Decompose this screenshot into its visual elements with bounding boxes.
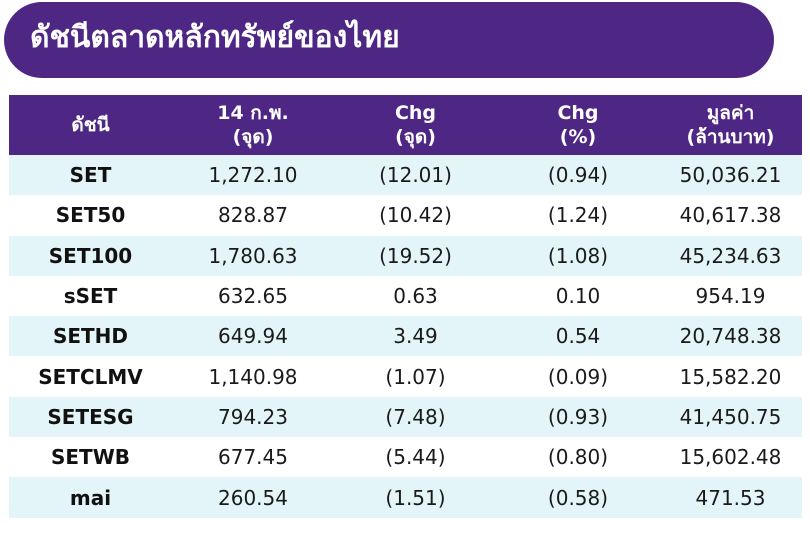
chg-points-cell: (12.01) (379, 163, 452, 188)
chg-points-cell: 3.49 (393, 324, 438, 349)
close-cell: 677.45 (218, 445, 288, 470)
header-chg-percent: Chg (%) (557, 102, 599, 148)
value-cell: 15,602.48 (679, 445, 782, 470)
chg-points-cell: (10.42) (379, 203, 452, 228)
close-cell: 632.65 (218, 284, 288, 309)
index-name-cell: SETHD (52, 324, 129, 349)
close-cell: 1,272.10 (208, 163, 298, 188)
table-row: SETWB 677.45 (5.44) (0.80) 15,602.48 (9, 437, 802, 478)
chg-points-cell: (1.07) (385, 364, 446, 389)
table-row: mai 260.54 (1.51) (0.58) 471.53 (9, 477, 802, 518)
index-name-cell: SET50 (55, 203, 126, 228)
header-chg-points: Chg (จุด) (394, 102, 437, 148)
table-header: ดัชนี 14 ก.พ. (จุด) Chg (จุด) Chg (%) มู… (9, 95, 802, 155)
header-row: ดัชนี 14 ก.พ. (จุด) Chg (จุด) Chg (%) มู… (9, 95, 802, 155)
table-row: SETCLMV 1,140.98 (1.07) (0.09) 15,582.20 (9, 356, 802, 397)
value-cell: 15,582.20 (679, 364, 782, 389)
close-cell: 260.54 (218, 485, 288, 510)
value-cell: 41,450.75 (679, 404, 782, 429)
chg-percent-cell: (1.24) (547, 203, 609, 228)
table-row: SETESG 794.23 (7.48) (0.93) 41,450.75 (9, 396, 802, 438)
chg-points-cell: (19.52) (379, 243, 452, 268)
index-table: ดัชนี 14 ก.พ. (จุด) Chg (จุด) Chg (%) มู… (9, 95, 802, 518)
close-cell: 1,780.63 (208, 243, 298, 268)
close-cell: 828.87 (218, 203, 288, 228)
index-name-cell: SETESG (47, 404, 134, 429)
chg-percent-cell: (0.58) (547, 485, 609, 510)
chg-points-cell: (5.44) (385, 445, 446, 470)
header-close: 14 ก.พ. (จุด) (217, 102, 289, 148)
chg-percent-cell: (0.94) (547, 163, 609, 188)
value-cell: 954.19 (695, 284, 766, 309)
index-name-cell: mai (69, 485, 112, 510)
table-row: SETHD 649.94 3.49 0.54 20,748.38 (9, 316, 802, 357)
close-cell: 794.23 (218, 404, 288, 429)
value-cell: 471.53 (695, 485, 766, 510)
index-name-cell: SET (69, 163, 112, 188)
chg-percent-cell: (1.08) (547, 243, 609, 268)
chg-points-cell: (1.51) (385, 485, 446, 510)
table-body: SET 1,272.10 (12.01) (0.94) 50,036.21 SE… (9, 155, 802, 518)
chg-percent-cell: 0.10 (555, 284, 601, 309)
index-name-cell: SETWB (50, 445, 130, 470)
chg-percent-cell: (0.80) (547, 445, 609, 470)
close-cell: 649.94 (218, 324, 288, 349)
value-cell: 40,617.38 (679, 203, 782, 228)
chg-percent-cell: (0.93) (547, 404, 609, 429)
header-value: มูลค่า (ล้านบาท) (686, 102, 775, 148)
value-cell: 45,234.63 (679, 243, 782, 268)
title-banner: ดัชนีตลาดหลักทรัพย์ของไทย (4, 2, 774, 78)
chg-points-cell: (7.48) (385, 404, 446, 429)
table-row: SET50 828.87 (10.42) (1.24) 40,617.38 (9, 195, 802, 236)
value-cell: 20,748.38 (679, 324, 782, 349)
table-row: sSET 632.65 0.63 0.10 954.19 (9, 275, 802, 317)
value-cell: 50,036.21 (679, 163, 782, 188)
table-row: SET 1,272.10 (12.01) (0.94) 50,036.21 (9, 155, 802, 196)
chg-points-cell: 0.63 (393, 284, 438, 309)
index-name-cell: sSET (63, 284, 118, 309)
chg-percent-cell: (0.09) (547, 364, 609, 389)
index-name-cell: SET100 (48, 243, 133, 268)
header-index: ดัชนี (71, 114, 110, 136)
close-cell: 1,140.98 (208, 364, 298, 389)
table-row: SET100 1,780.63 (19.52) (1.08) 45,234.63 (9, 235, 802, 276)
chg-percent-cell: 0.54 (555, 324, 601, 349)
page-title: ดัชนีตลาดหลักทรัพย์ของไทย (30, 19, 400, 55)
index-name-cell: SETCLMV (38, 364, 143, 389)
